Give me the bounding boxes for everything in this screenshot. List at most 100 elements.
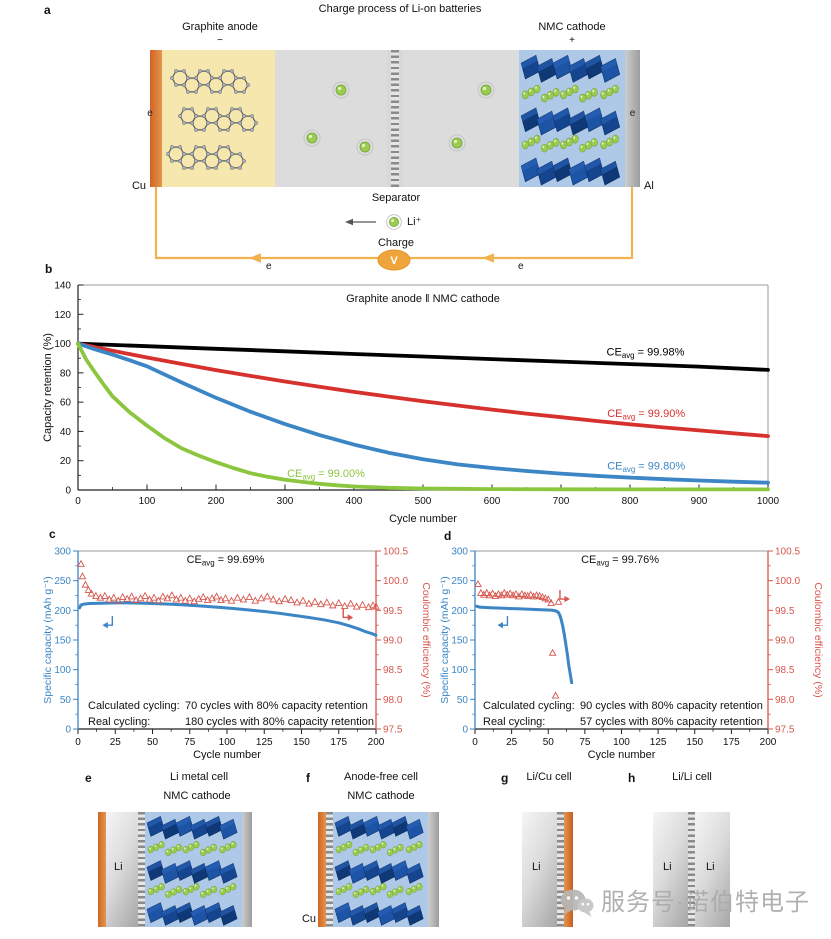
g-li-label: Li — [532, 861, 541, 873]
svg-text:0: 0 — [75, 496, 81, 507]
h-li-label-right: Li — [706, 861, 715, 873]
svg-text:75: 75 — [184, 737, 196, 748]
li-ion-legend-label: Li⁺ — [407, 216, 422, 228]
watermark-text: 服务号·诺伯特电子 — [601, 889, 810, 916]
anno-c-label-1: Calculated cycling: — [88, 700, 180, 712]
e-al-collector — [242, 812, 252, 927]
svg-text:150: 150 — [451, 636, 468, 647]
panel-h-title: Li/Li cell — [672, 771, 712, 783]
svg-text:Specific capacity (mAh g⁻¹): Specific capacity (mAh g⁻¹) — [42, 576, 54, 704]
cu-label: Cu — [131, 180, 146, 192]
svg-text:0: 0 — [472, 737, 478, 748]
graphite-anode-region — [162, 50, 275, 187]
svg-text:80: 80 — [60, 368, 72, 379]
svg-text:Cycle number: Cycle number — [588, 749, 656, 760]
anno-d-value-2: 57 cycles with 80% capacity retention — [580, 716, 763, 729]
svg-text:600: 600 — [484, 496, 501, 507]
chart-b-series-1: CEavg = 99.90% — [76, 341, 770, 439]
svg-text:100.0: 100.0 — [383, 576, 408, 587]
anno-c-value-2: 180 cycles with 80% capacity retention — [185, 716, 374, 729]
electron-wire-left: e — [266, 261, 272, 272]
anode-sign: − — [217, 35, 223, 46]
f-cu-label: Cu — [301, 913, 316, 925]
f-nmc-cathode — [333, 812, 428, 927]
e-cu-collector — [98, 812, 106, 927]
svg-text:75: 75 — [579, 737, 591, 748]
svg-text:CEavg = 99.98%: CEavg = 99.98% — [607, 346, 685, 360]
svg-text:CEavg = 99.80%: CEavg = 99.80% — [607, 461, 685, 475]
anno-c-value-1: 70 cycles with 80% capacity retention — [185, 700, 368, 712]
chart-c-plot: 0 25 50 75 100 125 150 175 200 0 50 100 150 200 250 300… — [42, 547, 432, 761]
panel-f-letter: f — [306, 771, 310, 785]
svg-text:CEavg = 99.90%: CEavg = 99.90% — [607, 408, 685, 422]
chart-d-plot: 0 25 50 75 100 125 150 175 200 0 50 100 150 200 250 300… — [439, 547, 824, 761]
svg-text:CEavg = 99.00%: CEavg = 99.00% — [287, 468, 365, 482]
anno-d-label-2: Real cycling: — [483, 716, 546, 729]
svg-text:40: 40 — [60, 427, 72, 438]
svg-text:150: 150 — [686, 737, 703, 748]
svg-text:140: 140 — [54, 281, 71, 292]
electron-label-al: e — [629, 108, 636, 119]
cathode-sign: + — [569, 35, 575, 46]
svg-text:20: 20 — [60, 456, 72, 467]
svg-text:Graphite anode ‖ NMC cathode: Graphite anode ‖ NMC cathode — [346, 293, 500, 305]
svg-text:0: 0 — [462, 725, 468, 736]
charge-label: Charge — [377, 237, 415, 249]
e-li-label: Li — [114, 861, 123, 873]
nmc-cathode-region — [519, 50, 625, 187]
svg-text:50: 50 — [60, 695, 72, 706]
electron-wire-right: e — [518, 261, 524, 272]
chart-b: 0 100 200 300 400 500 600 700 800 900 1000 0 20 40 60 8… — [42, 281, 780, 526]
panel-e-letter: e — [85, 771, 92, 785]
panel-a-letter: a — [44, 3, 51, 17]
watermark: 服务号·诺伯特电子 — [560, 888, 810, 918]
svg-text:100: 100 — [613, 737, 630, 748]
nmc-art — [146, 816, 238, 926]
nmc-art — [334, 816, 424, 926]
svg-text:100: 100 — [219, 737, 236, 748]
svg-text:99.5: 99.5 — [775, 606, 795, 617]
chart-c: 0 25 50 75 100 125 150 175 200 0 50 100 150 200 250 300… — [42, 547, 432, 761]
svg-text:CEavg = 99.76%: CEavg = 99.76% — [581, 554, 659, 568]
chart-d-axes: 0 25 50 75 100 125 150 175 200 0 50 100 150 200 250 300… — [451, 547, 800, 749]
svg-text:150: 150 — [293, 737, 310, 748]
svg-text:300: 300 — [54, 547, 71, 558]
anode-label: Graphite anode — [182, 21, 258, 33]
panel-f-subtitle: NMC cathode — [347, 790, 415, 802]
svg-text:0: 0 — [65, 486, 71, 497]
h-li-label-left: Li — [663, 861, 672, 873]
chart-c-efficiency-series — [77, 559, 380, 611]
svg-text:200: 200 — [451, 606, 468, 617]
svg-text:120: 120 — [54, 310, 71, 321]
svg-text:Coulombic efficiency (%): Coulombic efficiency (%) — [420, 582, 432, 697]
svg-text:150: 150 — [54, 636, 71, 647]
chart-d-capacity-series — [475, 604, 574, 685]
svg-text:400: 400 — [346, 496, 363, 507]
svg-text:97.5: 97.5 — [383, 725, 403, 736]
f-nmc-art — [334, 816, 424, 926]
svg-text:100: 100 — [54, 665, 71, 676]
e-nmc-cathode — [145, 812, 242, 927]
svg-text:Cycle number: Cycle number — [389, 513, 457, 525]
e-li-metal — [106, 812, 138, 927]
overlay-art — [154, 81, 634, 271]
chart-b-series-3: CEavg = 99.00% — [76, 341, 770, 492]
chart-c-capacity-series — [78, 601, 378, 637]
anno-d-value-1: 90 cycles with 80% capacity retention — [580, 700, 763, 712]
separator-label: Separator — [371, 192, 421, 204]
svg-text:200: 200 — [760, 737, 777, 748]
al-label: Al — [644, 180, 654, 192]
chart-b-plot: 0 100 200 300 400 500 600 700 800 900 1000 0 20 40 60 8… — [42, 281, 780, 526]
svg-text:100: 100 — [54, 339, 71, 350]
g-li-metal — [522, 812, 557, 927]
nmc-art — [520, 54, 621, 186]
svg-text:100: 100 — [451, 665, 468, 676]
wechat-icon — [560, 889, 594, 917]
svg-text:250: 250 — [54, 576, 71, 587]
svg-text:97.5: 97.5 — [775, 725, 795, 736]
svg-text:25: 25 — [506, 737, 518, 748]
chart-b-series-0: CEavg = 99.98% — [76, 341, 770, 372]
electrolyte-left — [275, 50, 387, 187]
svg-text:50: 50 — [543, 737, 555, 748]
